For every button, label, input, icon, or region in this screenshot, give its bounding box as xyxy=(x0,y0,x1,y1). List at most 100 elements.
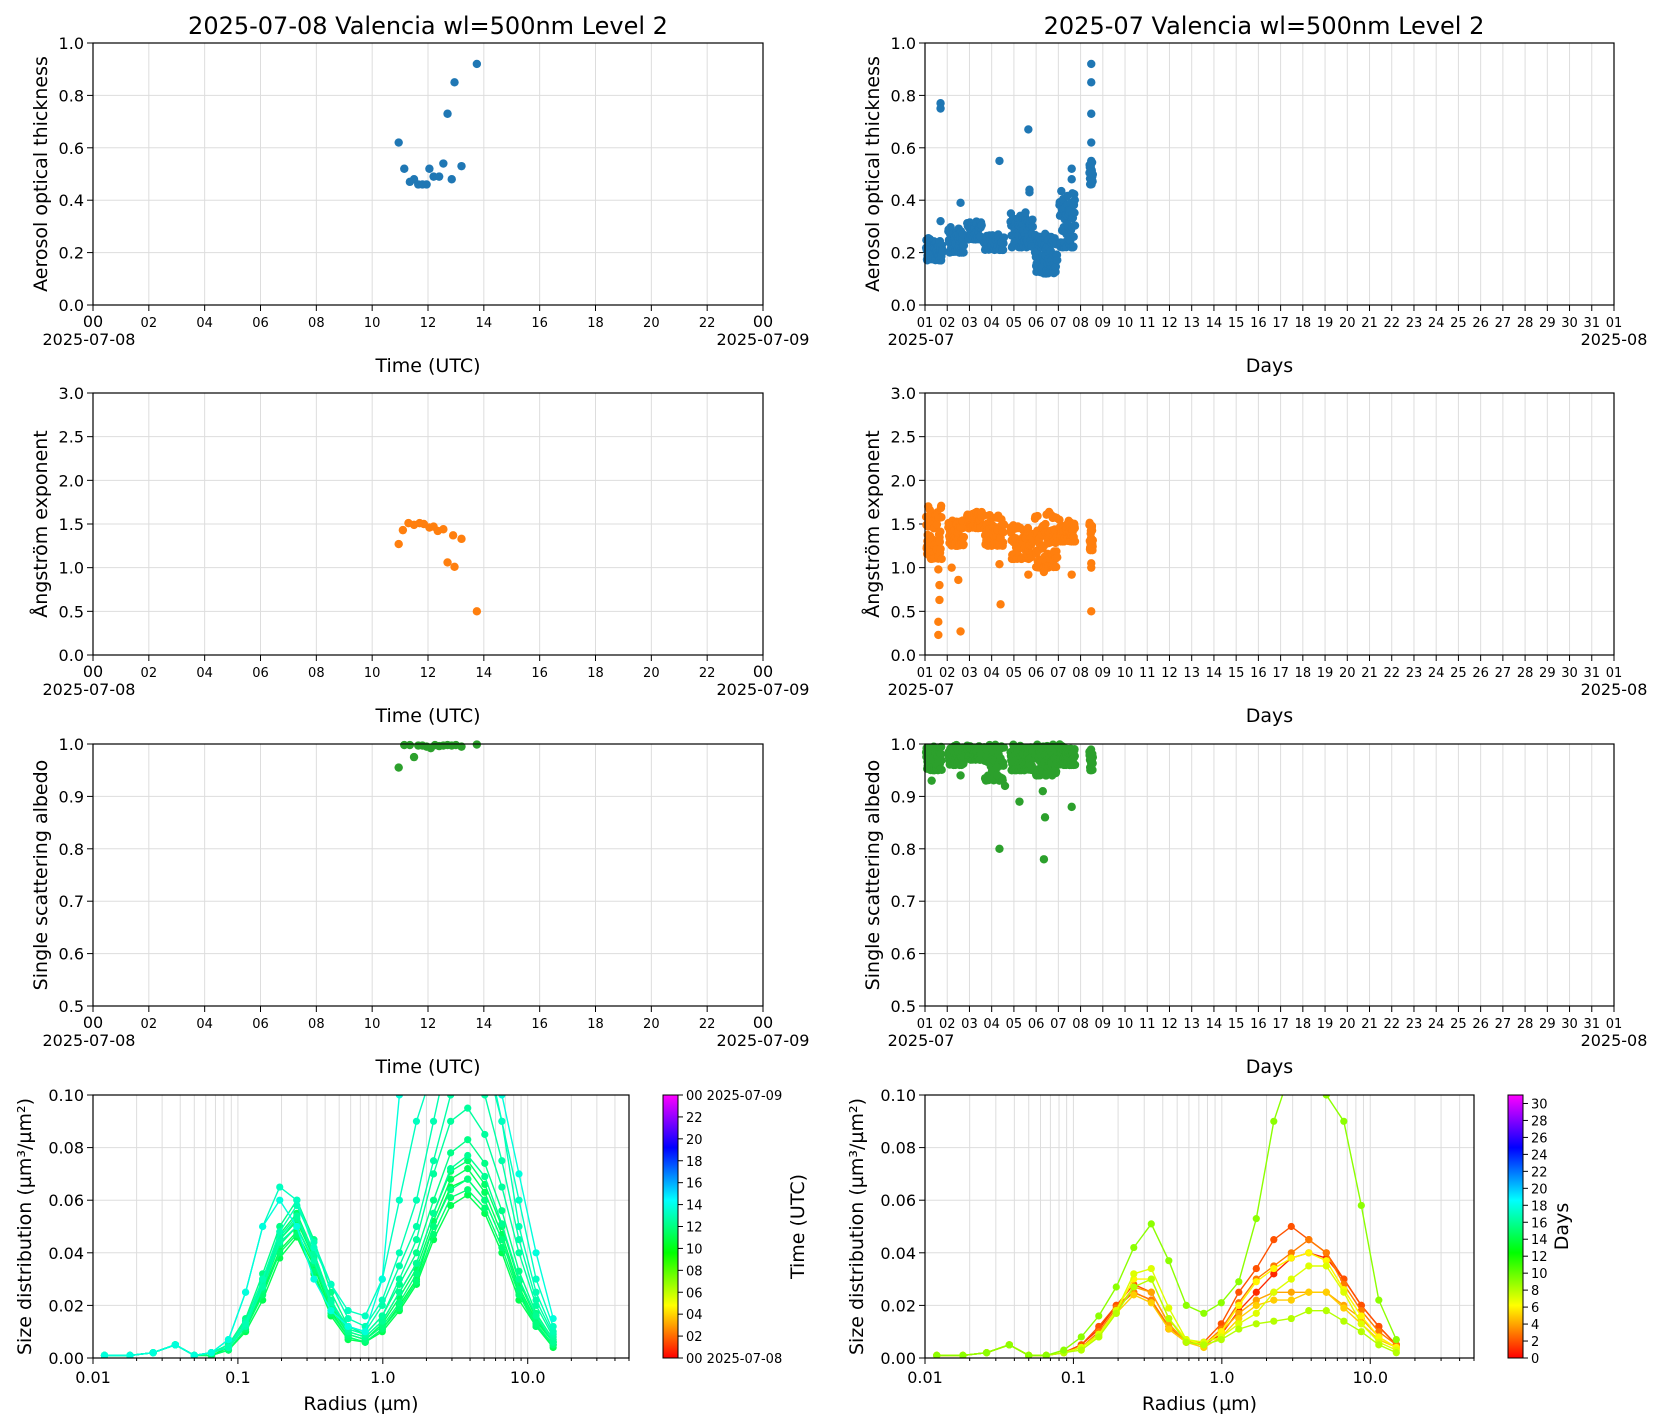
series-point xyxy=(447,1201,455,1210)
y-tick-label: 0.6 xyxy=(59,139,84,158)
y-tick-label: 0.5 xyxy=(891,997,916,1016)
series-point xyxy=(933,1351,941,1358)
series-point xyxy=(1270,1236,1278,1244)
colorbar-tick-label: 6 xyxy=(1531,1301,1539,1316)
axes-frame xyxy=(924,392,1615,656)
y-tick-label: 3.0 xyxy=(59,384,84,403)
series-point xyxy=(1252,1288,1260,1296)
y-tick-label: 0.10 xyxy=(48,1086,84,1105)
y-tick-label: 1.0 xyxy=(59,735,84,754)
series-point xyxy=(327,1299,335,1307)
x-tick-label: 24 xyxy=(1428,316,1445,331)
x-tick-label: 14 xyxy=(1206,1017,1223,1032)
series-point xyxy=(1235,1320,1243,1328)
x-end-date-label: 2025-08 xyxy=(1581,330,1648,349)
series-point xyxy=(549,1322,557,1331)
data-point xyxy=(947,563,956,572)
series-point xyxy=(549,1328,557,1336)
series-point xyxy=(1130,1243,1138,1252)
x-tick-label: 07 xyxy=(1050,316,1067,331)
panel-aot-month: 0.0 0.2 0.4 0.6 0.8 1.0 01 02 03 04 05 06 07 08 09 10 11… xyxy=(862,34,1647,377)
x-tick-label: 15 xyxy=(1228,1017,1245,1032)
series-point xyxy=(1130,1291,1138,1299)
x-tick-label: 21 xyxy=(1361,666,1378,681)
data-point xyxy=(1038,786,1047,796)
series-point xyxy=(259,1222,267,1231)
y-tick-label: 0.2 xyxy=(891,244,916,263)
series-point xyxy=(1252,1278,1260,1286)
x-axis-label: Radius (µm) xyxy=(303,1393,418,1415)
series-point xyxy=(276,1228,284,1236)
series-point xyxy=(1270,1296,1278,1304)
series-line xyxy=(104,1167,554,1357)
series-point xyxy=(1217,1299,1225,1307)
data-point xyxy=(1051,562,1061,572)
x-tick-label: 04 xyxy=(983,316,1000,331)
series-point xyxy=(126,1351,134,1358)
series-point xyxy=(241,1288,250,1296)
series-point xyxy=(395,1249,403,1257)
x-tick-label: 07 xyxy=(1050,666,1067,681)
series-point xyxy=(1357,1320,1365,1328)
x-tick-label: 12 xyxy=(1161,666,1178,681)
x-tick-label: 12 xyxy=(420,666,437,681)
data-point xyxy=(1070,751,1079,761)
data-point xyxy=(1051,262,1061,271)
data-point xyxy=(946,223,955,232)
y-tick-label: 0.0 xyxy=(59,296,84,315)
series-point xyxy=(447,1186,455,1194)
x-tick-label: 08 xyxy=(308,1017,325,1032)
series-point xyxy=(1235,1314,1243,1323)
series-point xyxy=(464,1013,471,1020)
series-point xyxy=(1305,1236,1313,1244)
series-point xyxy=(1005,1341,1013,1349)
series-point xyxy=(378,1275,386,1283)
series-point xyxy=(429,1117,438,1125)
x-tick-label: 00 xyxy=(753,1013,773,1032)
data-point xyxy=(434,172,444,181)
data-point xyxy=(400,164,409,173)
series-point xyxy=(190,1351,198,1358)
series-point xyxy=(464,986,471,993)
series-point xyxy=(1305,1262,1313,1270)
x-tick-label: 01 xyxy=(917,316,934,331)
x-tick-label: 13 xyxy=(1183,666,1200,681)
series-point xyxy=(464,1104,472,1112)
x-tick-label: 25 xyxy=(1450,316,1467,331)
y-tick-label: 0.10 xyxy=(880,1086,916,1105)
y-axis-label: Single scattering albedo xyxy=(30,760,52,991)
y-tick-label: 0.8 xyxy=(59,840,84,859)
x-end-date-label: 2025-07-09 xyxy=(717,330,810,349)
right-column-title: 2025-07 Valencia wl=500nm Level 2 xyxy=(1044,12,1485,40)
series-point xyxy=(1270,1117,1278,1125)
data-point xyxy=(976,232,985,241)
data-points xyxy=(394,59,482,189)
series-point xyxy=(361,1312,369,1320)
series-point xyxy=(549,1338,557,1346)
series-point xyxy=(481,1159,489,1167)
series-point xyxy=(1322,1257,1330,1265)
data-point xyxy=(958,523,967,533)
x-axis-label: Days xyxy=(1246,705,1293,727)
x-tick-label: 23 xyxy=(1406,1017,1423,1032)
y-tick-label: 0.8 xyxy=(891,840,916,859)
x-tick-label: 06 xyxy=(1028,666,1045,681)
x-tick-label: 25 xyxy=(1450,666,1467,681)
colorbar-tick-label: 14 xyxy=(1531,1233,1548,1248)
x-tick-label: 08 xyxy=(308,666,325,681)
series-point xyxy=(1077,1346,1085,1354)
series-point xyxy=(412,1259,421,1267)
data-point xyxy=(1087,607,1096,616)
x-tick-label: 01 xyxy=(1606,1017,1623,1032)
series-point xyxy=(395,1288,403,1296)
x-end-date-label: 2025-08 xyxy=(1581,1031,1648,1050)
y-axis-label: Aerosol optical thickness xyxy=(30,56,52,292)
data-point xyxy=(936,749,946,759)
data-point xyxy=(1023,523,1033,533)
x-tick-label: 29 xyxy=(1539,1017,1556,1032)
y-tick-label: 0.5 xyxy=(59,997,84,1016)
x-tick-label: 09 xyxy=(1095,1017,1112,1032)
x-tick-label: 24 xyxy=(1428,1017,1445,1032)
series-point xyxy=(532,1296,540,1304)
